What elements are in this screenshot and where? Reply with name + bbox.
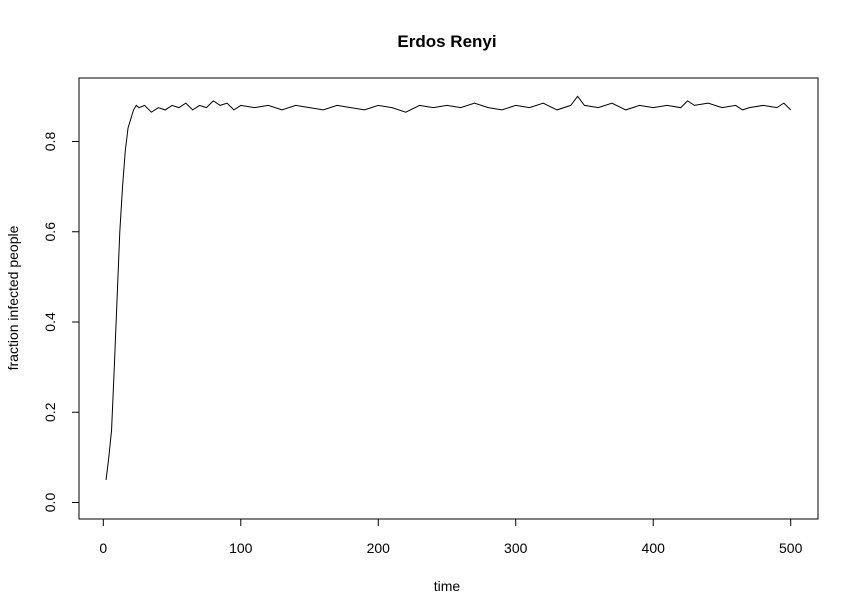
data-point	[625, 109, 626, 110]
data-point	[708, 103, 709, 104]
data-point	[783, 103, 784, 104]
data-point	[653, 107, 654, 108]
data-point	[206, 107, 207, 108]
chart-title: Erdos Renyi	[397, 32, 496, 51]
data-point	[735, 105, 736, 106]
y-tick-label: 0.4	[42, 312, 58, 332]
data-point	[233, 109, 234, 110]
data-point	[185, 103, 186, 104]
data-point	[680, 107, 681, 108]
data-point	[378, 105, 379, 106]
data-point	[694, 105, 695, 106]
data-point	[391, 107, 392, 108]
data-point	[501, 109, 502, 110]
x-tick-label: 500	[779, 540, 803, 556]
plot-frame	[78, 77, 819, 520]
data-point	[350, 107, 351, 108]
data-point	[295, 105, 296, 106]
data-point	[721, 107, 722, 108]
series-line	[105, 95, 792, 481]
data-point	[116, 299, 117, 300]
data-point	[130, 118, 131, 119]
data-point	[105, 479, 106, 480]
data-point	[639, 105, 640, 106]
data-point	[460, 107, 461, 108]
data-point	[687, 100, 688, 101]
data-point	[749, 107, 750, 108]
data-point	[598, 107, 599, 108]
data-point	[433, 107, 434, 108]
data-point	[158, 107, 159, 108]
data-point	[268, 105, 269, 106]
data-point	[111, 430, 112, 431]
data-point	[446, 105, 447, 106]
data-point	[226, 103, 227, 104]
y-axis-label: fraction infected people	[5, 225, 21, 370]
y-tick-label: 0.6	[42, 222, 58, 242]
data-point	[254, 107, 255, 108]
data-point	[178, 107, 179, 108]
x-tick-label: 400	[642, 540, 666, 556]
data-point	[122, 186, 123, 187]
data-point	[240, 105, 241, 106]
data-point	[119, 231, 120, 232]
data-point	[171, 105, 172, 106]
data-point	[488, 107, 489, 108]
data-point	[790, 109, 791, 110]
x-axis: 0 100 200 300 400 500	[99, 518, 803, 556]
x-axis-label: time	[434, 578, 461, 594]
data-point	[742, 109, 743, 110]
data-point	[763, 105, 764, 106]
data-point	[192, 109, 193, 110]
data-point	[144, 105, 145, 106]
data-point	[138, 107, 139, 108]
data-point	[529, 107, 530, 108]
data-point	[364, 109, 365, 110]
y-tick-label: 0.0	[42, 493, 58, 513]
data-point	[125, 150, 126, 151]
data-point	[220, 105, 221, 106]
y-tick-label: 0.8	[42, 132, 58, 152]
data-point	[281, 109, 282, 110]
data-point	[611, 103, 612, 104]
data-point	[323, 109, 324, 110]
data-point	[474, 103, 475, 104]
data-point	[336, 105, 337, 106]
data-point	[776, 107, 777, 108]
data-point	[584, 105, 585, 106]
data-point	[309, 107, 310, 108]
data-point	[405, 112, 406, 113]
data-point	[570, 105, 571, 106]
data-point	[133, 109, 134, 110]
y-tick-label: 0.2	[42, 402, 58, 422]
data-point	[666, 105, 667, 106]
data-point	[419, 105, 420, 106]
data-point	[556, 109, 557, 110]
data-point	[213, 100, 214, 101]
series-points	[105, 96, 791, 481]
data-point	[515, 105, 516, 106]
x-tick-label: 0	[99, 540, 107, 556]
x-tick-label: 200	[367, 540, 391, 556]
y-axis: 0.0 0.2 0.4 0.6 0.8	[42, 132, 80, 513]
data-point	[199, 105, 200, 106]
data-point	[108, 457, 109, 458]
data-point	[136, 105, 137, 106]
data-point	[151, 112, 152, 113]
data-point	[543, 103, 544, 104]
data-point	[114, 367, 115, 368]
data-point	[165, 109, 166, 110]
x-tick-label: 100	[229, 540, 253, 556]
data-point	[577, 96, 578, 97]
data-point	[127, 127, 128, 128]
x-tick-label: 300	[504, 540, 528, 556]
